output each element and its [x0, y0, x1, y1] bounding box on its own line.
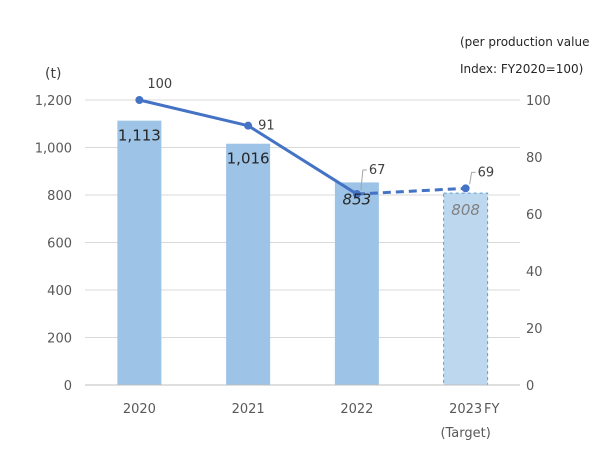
line-dashed-segment: [356, 186, 466, 196]
x-axis-tick-label: 2023: [449, 402, 482, 417]
right-axis-tick-label: 60: [526, 208, 543, 223]
line-series: [135, 96, 470, 199]
line-point: [244, 121, 253, 130]
x-axis-tick-label: 2021: [232, 402, 265, 417]
x-axis-tick-label: 2022: [340, 402, 373, 417]
line-value-label: 67: [369, 163, 386, 178]
x-axis-tick-label: 2020: [123, 402, 156, 417]
right-axis-tick-label: 20: [526, 322, 543, 337]
left-axis-tick-label: 400: [47, 284, 72, 299]
left-axis-tick-label: 1,200: [35, 94, 72, 109]
axes: 0 200 400 600 800 1,000 1,200 0 20 40 60 80 100 2020 2…: [35, 94, 551, 441]
bar-value-label: 808: [451, 201, 480, 219]
bar: [117, 120, 162, 385]
label-leader-line: [360, 169, 367, 191]
right-axis-tick-label: 80: [526, 151, 543, 166]
line-value-label: 69: [478, 165, 495, 180]
right-axis-tick-label: 0: [526, 379, 534, 394]
right-axis-tick-label: 100: [526, 94, 551, 109]
data-labels: 100 91 67 69 1,113 1,016 853 808: [118, 77, 494, 219]
x-axis-title: FY: [484, 402, 499, 417]
bar: [334, 182, 379, 385]
bar-target: [443, 192, 489, 386]
line-value-label: 100: [147, 77, 172, 92]
bar-value-label: 1,113: [118, 127, 161, 145]
line-point: [135, 96, 144, 104]
bar-value-label: 1,016: [227, 150, 270, 168]
bar-value-label: 853: [343, 190, 372, 208]
right-axis-note-line1: (per production value: [460, 35, 589, 49]
line-point: [352, 190, 361, 199]
left-axis-tick-label: 600: [47, 237, 72, 252]
bar: [226, 143, 271, 385]
left-axis-tick-label: 200: [47, 332, 72, 347]
left-axis-tick-label: 1,000: [35, 142, 72, 157]
right-axis-note-line2: Index: FY2020=100): [460, 62, 583, 76]
left-axis-tick-label: 800: [47, 189, 72, 204]
left-axis-tick-label: 0: [64, 379, 72, 394]
label-leader-line: [469, 171, 476, 185]
bar-series: [117, 120, 489, 386]
x-axis-tick-sublabel: (Target): [440, 426, 490, 441]
right-axis-tick-label: 40: [526, 265, 543, 280]
line-value-label: 91: [258, 119, 275, 134]
left-axis-unit: (t): [45, 66, 61, 82]
line-point: [461, 184, 470, 193]
